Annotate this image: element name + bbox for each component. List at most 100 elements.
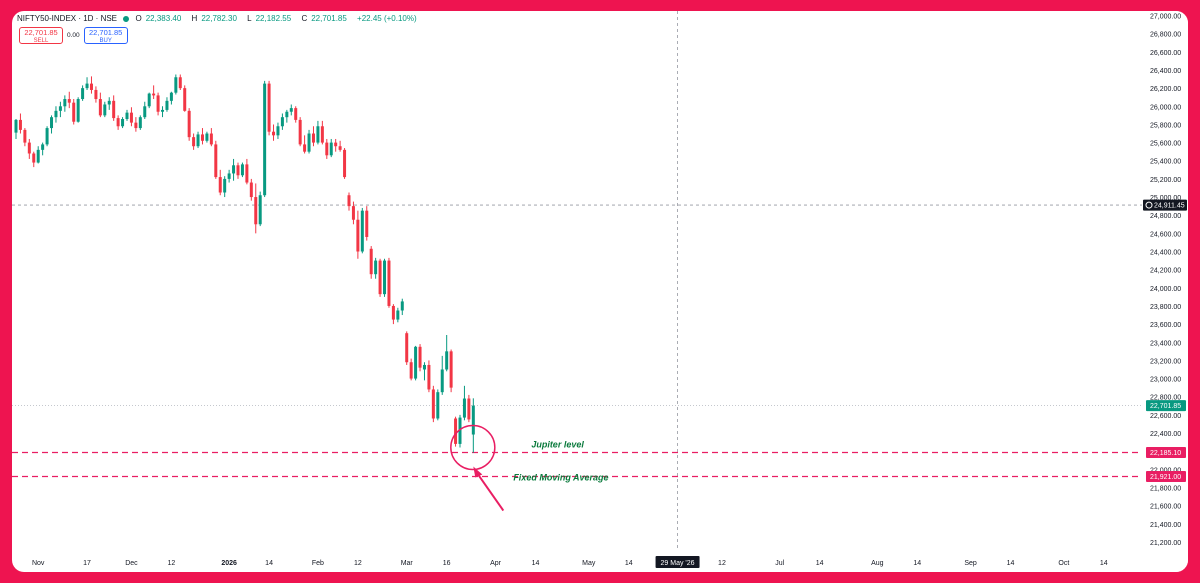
candle-body — [249, 182, 253, 198]
candle-body — [258, 195, 262, 225]
price-tick-label: 24,400.00 — [1150, 250, 1181, 257]
candle-body — [27, 142, 31, 154]
crosshair-plus-icon[interactable] — [1145, 201, 1153, 209]
candle-body — [462, 398, 466, 418]
candle-body — [245, 164, 249, 183]
candle-body — [240, 164, 244, 176]
change-value: +22.45 (+0.10%) — [357, 14, 417, 23]
time-tick-label: 16 — [443, 560, 451, 567]
pointer-arrow-shaft — [474, 469, 505, 512]
candle-body — [67, 99, 71, 103]
chart-frame: Jupiter level Fixed Moving Average 21,200… — [12, 11, 1188, 572]
crosshair-price-tag: 24,911.45 — [1154, 203, 1185, 210]
price-chart[interactable]: Jupiter level Fixed Moving Average 21,200… — [12, 11, 1188, 572]
candle-body — [81, 88, 85, 100]
time-tick-label: 14 — [532, 560, 540, 567]
high-label: H — [191, 14, 198, 23]
candle-body — [325, 142, 329, 156]
candle-body — [294, 108, 298, 120]
price-tick-label: 26,200.00 — [1150, 86, 1181, 93]
candle-body — [356, 219, 360, 252]
time-tick-label: 14 — [913, 560, 921, 567]
time-tick-label: 12 — [718, 560, 726, 567]
time-tick-label: Nov — [32, 560, 45, 567]
level-price-tag-1: 21,921.00 — [1150, 474, 1181, 481]
price-tick-label: 24,600.00 — [1150, 231, 1181, 238]
candle-body — [94, 89, 98, 100]
time-tick-label: Feb — [312, 560, 324, 567]
price-tick-label: 26,400.00 — [1150, 68, 1181, 75]
level-price-tag-1-bg — [1146, 470, 1186, 482]
price-tick-label: 21,800.00 — [1150, 485, 1181, 492]
time-tick-label: May — [582, 560, 596, 567]
time-tick-label: 14 — [265, 560, 273, 567]
candle-body — [214, 144, 218, 178]
market-status-icon — [123, 15, 130, 22]
candle-body — [289, 108, 293, 112]
time-tick-label: Aug — [871, 560, 884, 567]
candle-body — [276, 126, 280, 136]
candle-body — [223, 178, 227, 193]
candle-body — [405, 333, 409, 363]
candle-body — [32, 153, 36, 163]
candle-body — [18, 119, 22, 130]
low-value: 22,182.55 — [255, 14, 292, 23]
time-tick-label: Mar — [401, 560, 414, 567]
candle-body — [396, 310, 400, 320]
low-label: L — [247, 14, 252, 23]
candle-body — [112, 100, 116, 119]
buy-button[interactable]: 22,701.85 BUY — [83, 27, 128, 44]
candle-body — [467, 398, 471, 420]
candle-body — [365, 210, 369, 237]
candle-body — [387, 260, 391, 306]
candle-body — [391, 305, 395, 320]
candle-body — [440, 369, 444, 393]
sell-button[interactable]: 22,701.85 SELL — [19, 27, 63, 44]
time-tick-label: Oct — [1058, 560, 1069, 567]
crosshair-price-tag-bg — [1143, 199, 1187, 211]
candle-body — [338, 146, 342, 150]
open-value: 22,383.40 — [145, 14, 182, 23]
symbol-title[interactable]: NIFTY50-INDEX · 1D · NSE — [17, 14, 118, 23]
candle-body — [89, 83, 93, 90]
price-tick-label: 24,000.00 — [1150, 286, 1181, 293]
candle-body — [103, 104, 107, 116]
candle-body — [263, 83, 267, 196]
price-tick-label: 25,400.00 — [1150, 159, 1181, 166]
candle-body — [156, 95, 160, 112]
candle-body — [174, 77, 178, 93]
candle-body — [280, 117, 284, 127]
candle-body — [471, 405, 475, 435]
candle-body — [445, 351, 449, 370]
time-tick-label: 14 — [1007, 560, 1015, 567]
candle-body — [343, 149, 347, 178]
candle-body — [183, 88, 187, 111]
time-tick-label: 12 — [354, 560, 362, 567]
candle-body — [165, 100, 169, 110]
price-tick-label: 26,800.00 — [1150, 32, 1181, 39]
candle-body — [107, 100, 111, 105]
spread-value: 0.00 — [67, 32, 80, 39]
candle-body — [431, 389, 435, 419]
price-tick-label: 25,800.00 — [1150, 122, 1181, 129]
candle-body — [218, 177, 222, 193]
candle-body — [45, 128, 49, 145]
candle-body — [138, 117, 142, 129]
candle-body — [422, 364, 426, 370]
time-tick-label: 14 — [1100, 560, 1108, 567]
time-tick-label: 2026 — [221, 560, 237, 567]
trade-panel: 22,701.85 SELL 0.00 22,701.85 BUY — [19, 27, 128, 44]
time-tick-label: 12 — [168, 560, 176, 567]
time-tick-label: 14 — [625, 560, 633, 567]
close-label: C — [301, 14, 308, 23]
level-price-tag-0-bg — [1146, 447, 1186, 459]
candle-body — [374, 260, 378, 275]
time-axis: Nov 17 Dec 12 2026 14 Feb 12 Mar 16 Apr 14 May 14 29 M… — [32, 556, 1108, 568]
price-tick-label: 23,000.00 — [1150, 377, 1181, 384]
candle-body — [436, 392, 440, 419]
candle-body — [285, 111, 289, 118]
candle-body — [125, 112, 129, 119]
candle-body — [72, 102, 76, 122]
candle-body — [254, 197, 258, 225]
crosshair-time-tag-bg — [655, 556, 700, 568]
